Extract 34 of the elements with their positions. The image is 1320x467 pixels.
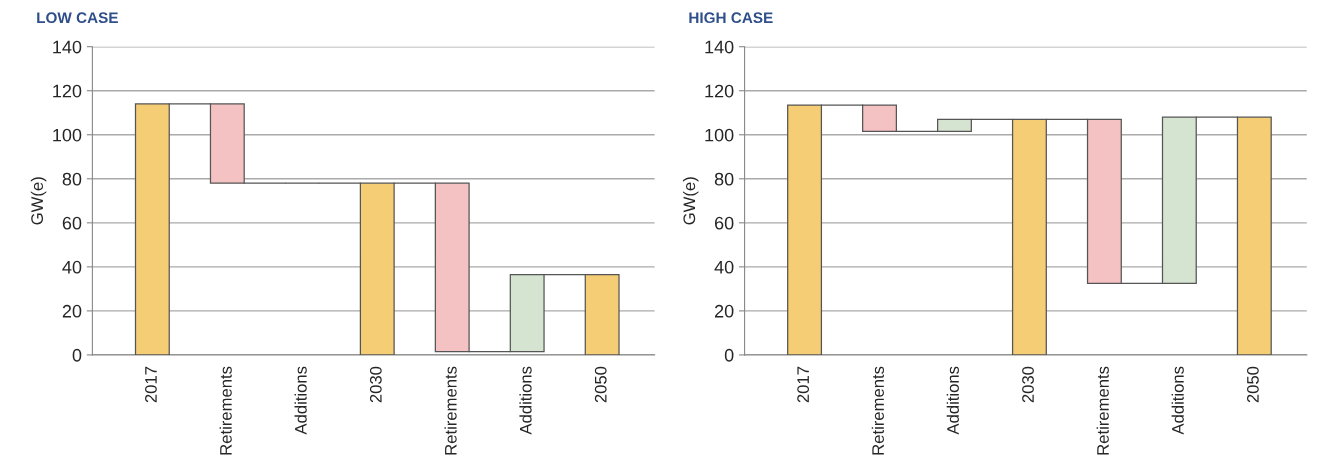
y-tick-label: 0: [72, 348, 82, 362]
y-tick-label: 100: [53, 128, 82, 142]
y-tick-label: 40: [62, 260, 82, 274]
x-tick-label: Additions: [294, 366, 307, 435]
y-tick-label: 80: [62, 172, 82, 186]
y-tick-label: 140: [705, 40, 734, 54]
y-axis-title: GW(e): [682, 177, 699, 225]
x-tick-label: 2030: [369, 366, 382, 403]
y-tick-label: 140: [53, 40, 82, 54]
x-tick-label: 2050: [1247, 366, 1259, 403]
x-tick-label: 2017: [797, 366, 810, 403]
x-tick-label: 2030: [1022, 366, 1034, 403]
x-tick-label: Retirements: [219, 366, 232, 455]
x-tick-label: 2050: [594, 366, 607, 403]
x-tick-label: Retirements: [444, 366, 457, 455]
x-tick-label: Retirements: [871, 366, 884, 455]
y-tick-label: 60: [715, 216, 734, 230]
y-tick-label: 120: [705, 84, 734, 98]
y-tick-label: 120: [53, 84, 82, 98]
y-tick-label: 80: [714, 172, 734, 186]
chart-title: LOW CASE: [37, 12, 118, 24]
y-tick-label: 100: [705, 128, 734, 142]
y-tick-label: 40: [714, 260, 734, 274]
x-tick-label: Additions: [519, 366, 532, 435]
x-tick-label: Additions: [1171, 366, 1184, 435]
x-tick-label: Retirements: [1096, 366, 1109, 455]
y-tick-label: 20: [62, 304, 82, 318]
x-tick-label: Additions: [946, 366, 959, 435]
y-tick-label: 0: [724, 348, 734, 362]
chart-title: HIGH CASE: [689, 12, 773, 24]
y-tick-label: 20: [714, 304, 734, 318]
x-tick-label: 2017: [145, 366, 157, 403]
y-axis-title: GW(e): [30, 177, 47, 225]
y-tick-label: 60: [62, 216, 82, 230]
